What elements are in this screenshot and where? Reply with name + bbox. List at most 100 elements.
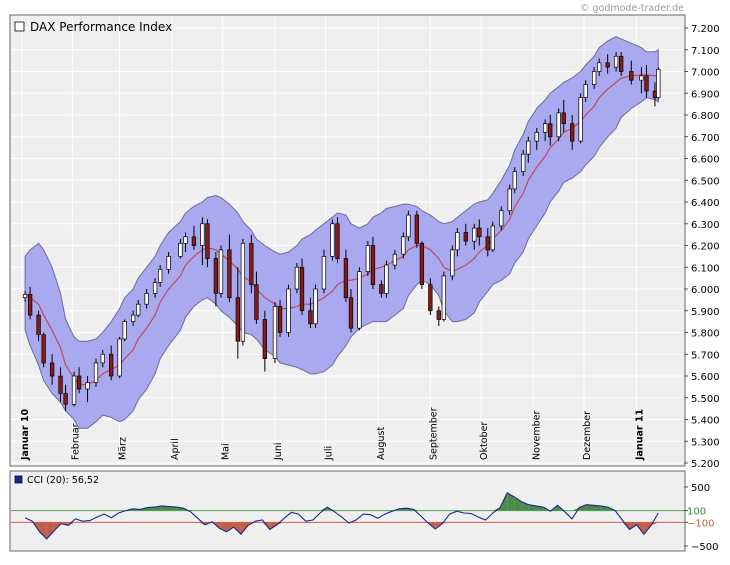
candle bbox=[384, 260, 389, 298]
month-tick-label: März bbox=[118, 437, 129, 460]
price-tick-label: 6.800 bbox=[691, 111, 720, 122]
cci-panel: 500 100−100 −500 CCI (20): 56,52 bbox=[9, 470, 718, 553]
candle-body bbox=[477, 227, 482, 238]
candle-body bbox=[93, 362, 99, 383]
price-tick-label: 6.200 bbox=[691, 242, 720, 253]
candle bbox=[240, 238, 246, 346]
candle-body bbox=[272, 306, 278, 359]
cci-overbought-fill bbox=[593, 505, 601, 511]
candle bbox=[629, 60, 634, 85]
price-tick-label: 6.900 bbox=[691, 89, 720, 100]
cci-tick-label: −500 bbox=[691, 542, 718, 553]
candle bbox=[254, 271, 259, 324]
month-tick-label: Januar 11 bbox=[634, 409, 645, 461]
candle-body bbox=[343, 258, 349, 299]
cci-overbought-fill bbox=[507, 492, 515, 511]
candle bbox=[441, 271, 447, 322]
candle-body bbox=[277, 306, 283, 333]
candle-body bbox=[58, 375, 63, 394]
candle-body bbox=[463, 232, 468, 242]
candle-body bbox=[227, 249, 232, 299]
candle bbox=[63, 384, 68, 411]
candle bbox=[130, 310, 136, 326]
candle-body bbox=[308, 310, 313, 325]
candle bbox=[117, 336, 122, 379]
candle bbox=[656, 67, 661, 100]
hollow-square-icon bbox=[14, 21, 25, 32]
candle bbox=[235, 267, 240, 359]
cci-overbought-fill bbox=[557, 505, 565, 511]
candle bbox=[200, 217, 205, 266]
price-tick-label: 5.500 bbox=[691, 394, 720, 405]
candle bbox=[71, 371, 77, 407]
month-tick-label: Januar 10 bbox=[20, 409, 31, 461]
candle-body bbox=[639, 75, 644, 81]
cci-oversold-fill bbox=[233, 522, 241, 535]
candle-body bbox=[428, 284, 433, 312]
price-tick-label: 5.300 bbox=[691, 437, 720, 448]
candle bbox=[85, 376, 90, 403]
candle-body bbox=[254, 284, 259, 320]
candle-body bbox=[613, 55, 619, 68]
candle-body bbox=[455, 232, 460, 251]
candle-body bbox=[191, 236, 197, 246]
cci-line bbox=[24, 492, 659, 540]
candle-body bbox=[578, 97, 583, 142]
candle bbox=[277, 299, 283, 337]
cci-tick-label: 500 bbox=[691, 483, 710, 494]
candle-body bbox=[521, 153, 526, 172]
price-tick-label: 6.700 bbox=[691, 133, 720, 144]
candle bbox=[213, 252, 219, 307]
candle-body bbox=[406, 214, 411, 238]
candle bbox=[436, 306, 441, 326]
candle-body bbox=[348, 297, 354, 329]
candle-body bbox=[166, 256, 171, 270]
candle-body bbox=[656, 68, 661, 98]
cci-axis-labels: 500 100−100 −500 bbox=[684, 483, 718, 553]
candle bbox=[419, 241, 425, 289]
candle-body bbox=[49, 362, 55, 377]
candle bbox=[534, 128, 539, 150]
month-tick-label: Februar bbox=[70, 423, 81, 460]
candle bbox=[556, 108, 561, 142]
candle bbox=[27, 286, 33, 320]
cci-overbought-fill bbox=[521, 501, 529, 511]
candle bbox=[294, 262, 300, 294]
candle bbox=[507, 184, 512, 216]
candle-body bbox=[485, 236, 490, 251]
candle-body bbox=[583, 84, 588, 98]
candle-body bbox=[330, 223, 335, 257]
candle-body bbox=[213, 258, 219, 294]
candle bbox=[262, 310, 268, 372]
candle bbox=[122, 319, 127, 342]
cci-oversold-fill bbox=[219, 522, 227, 532]
month-axis-labels: Januar 10 Februar März April Mai Juni Juli Augu… bbox=[20, 407, 645, 461]
candle bbox=[414, 210, 419, 248]
candle-body bbox=[100, 353, 105, 364]
candle-body bbox=[392, 253, 398, 266]
candle bbox=[512, 167, 517, 194]
candle bbox=[348, 289, 354, 333]
candle bbox=[100, 349, 105, 368]
filled-square-icon bbox=[14, 475, 23, 484]
month-tick-label: Juni bbox=[273, 443, 284, 461]
candle bbox=[591, 67, 597, 89]
candle bbox=[308, 297, 313, 329]
candle-body bbox=[499, 210, 504, 227]
candle bbox=[178, 238, 183, 259]
candle bbox=[313, 284, 318, 329]
candle bbox=[472, 223, 477, 250]
chart-legend: DAX Performance Index bbox=[14, 20, 172, 34]
candle bbox=[205, 219, 210, 268]
candle-body bbox=[490, 225, 495, 251]
candle bbox=[272, 302, 278, 363]
candle-body bbox=[436, 310, 441, 320]
candle-body bbox=[85, 382, 90, 390]
cci-overbought-fill bbox=[168, 506, 177, 511]
candle bbox=[321, 249, 327, 294]
price-tick-label: 6.300 bbox=[691, 220, 720, 231]
candle-body bbox=[299, 266, 305, 312]
candle-body bbox=[507, 188, 512, 212]
candle bbox=[379, 280, 384, 298]
candle-body bbox=[205, 223, 210, 259]
